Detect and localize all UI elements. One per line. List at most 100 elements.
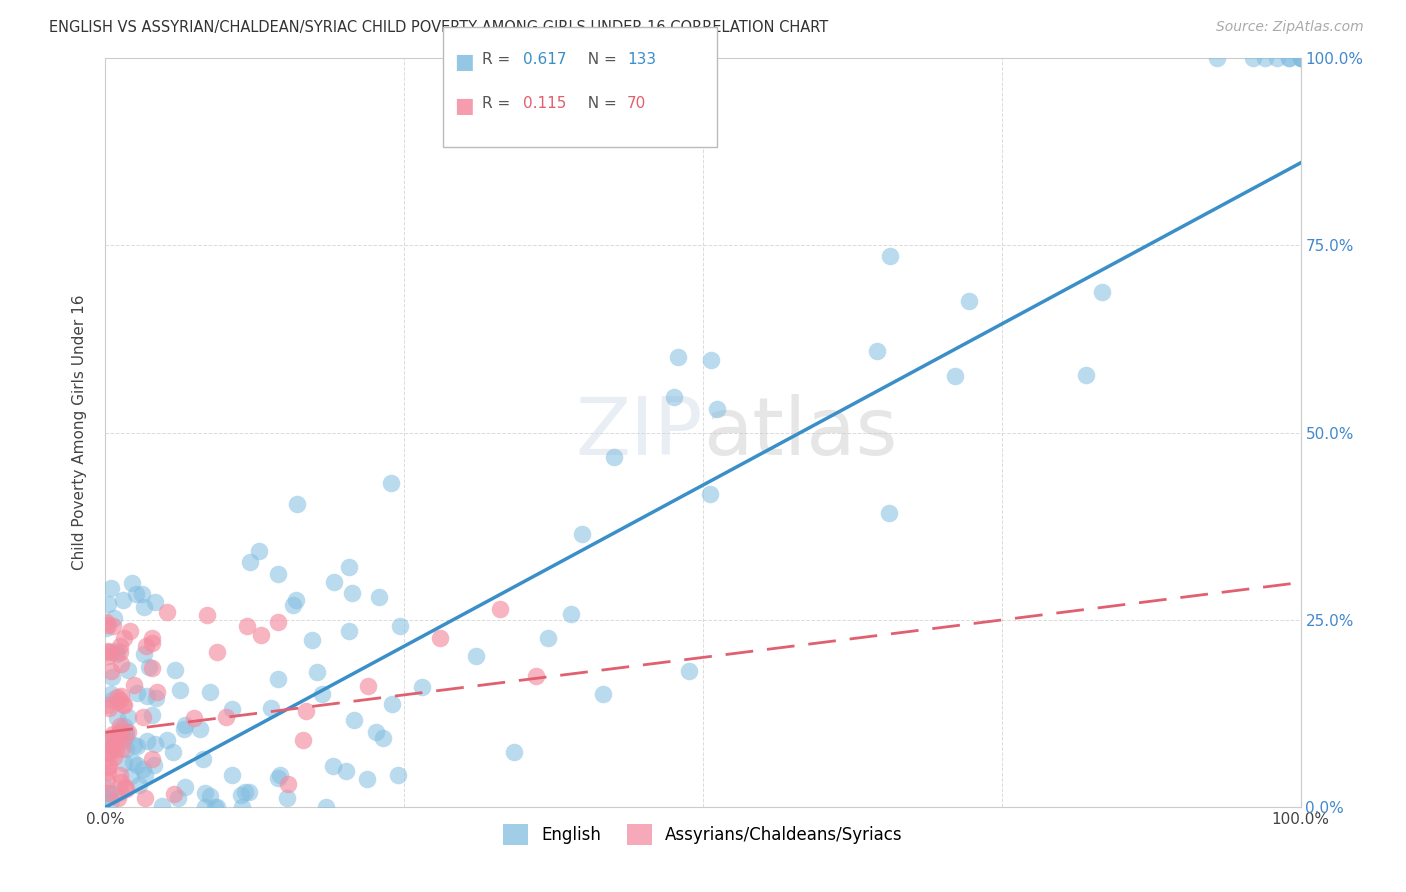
Text: ENGLISH VS ASSYRIAN/CHALDEAN/SYRIAC CHILD POVERTY AMONG GIRLS UNDER 16 CORRELATI: ENGLISH VS ASSYRIAN/CHALDEAN/SYRIAC CHIL… [49, 20, 828, 35]
English [108, 785, 131, 799]
Assyrians/Chaldeans/Syriacs [214, 710, 236, 724]
English [114, 725, 136, 739]
Assyrians/Chaldeans/Syriacs [105, 695, 128, 709]
English [103, 611, 125, 625]
Assyrians/Chaldeans/Syriacs [111, 742, 134, 756]
English [169, 683, 191, 698]
English [592, 687, 614, 701]
Assyrians/Chaldeans/Syriacs [97, 765, 120, 780]
English [112, 719, 135, 733]
English [190, 722, 212, 736]
English [112, 726, 135, 740]
English [112, 756, 135, 771]
English [127, 686, 149, 700]
English [285, 498, 308, 512]
English [121, 755, 143, 769]
English [503, 745, 526, 759]
English [96, 645, 118, 659]
English [367, 590, 389, 604]
English [323, 574, 346, 589]
Y-axis label: Child Poverty Among Girls Under 16: Child Poverty Among Girls Under 16 [72, 295, 87, 570]
Assyrians/Chaldeans/Syriacs [163, 787, 186, 801]
English [866, 344, 889, 359]
Text: ■: ■ [454, 52, 474, 71]
English [342, 586, 364, 600]
English [249, 543, 271, 558]
Assyrians/Chaldeans/Syriacs [195, 607, 218, 622]
English [105, 711, 128, 725]
Assyrians/Chaldeans/Syriacs [276, 776, 298, 790]
Assyrians/Chaldeans/Syriacs [489, 602, 512, 616]
English [301, 632, 323, 647]
English [315, 800, 337, 814]
Assyrians/Chaldeans/Syriacs [108, 767, 131, 781]
Assyrians/Chaldeans/Syriacs [108, 726, 131, 740]
English [134, 648, 156, 662]
English [142, 758, 165, 772]
Text: 0.617: 0.617 [523, 52, 567, 67]
English [662, 390, 685, 404]
Assyrians/Chaldeans/Syriacs [97, 643, 120, 657]
Assyrians/Chaldeans/Syriacs [98, 747, 121, 762]
English [101, 738, 124, 752]
Text: Source: ZipAtlas.com: Source: ZipAtlas.com [1216, 20, 1364, 34]
Assyrians/Chaldeans/Syriacs [118, 624, 141, 638]
English [283, 598, 305, 612]
Assyrians/Chaldeans/Syriacs [100, 664, 122, 678]
English [166, 791, 188, 805]
Assyrians/Chaldeans/Syriacs [108, 640, 131, 654]
Assyrians/Chaldeans/Syriacs [183, 711, 205, 725]
Assyrians/Chaldeans/Syriacs [105, 742, 128, 756]
Assyrians/Chaldeans/Syriacs [108, 693, 131, 707]
Assyrians/Chaldeans/Syriacs [117, 724, 139, 739]
English [132, 600, 155, 615]
English [143, 595, 166, 609]
English [387, 768, 409, 782]
English [1289, 51, 1312, 65]
Assyrians/Chaldeans/Syriacs [132, 710, 155, 724]
English [380, 476, 402, 491]
English [235, 784, 257, 798]
English [305, 665, 328, 679]
Text: ■: ■ [454, 96, 474, 116]
Assyrians/Chaldeans/Syriacs [207, 645, 229, 659]
English [100, 686, 122, 700]
English [198, 685, 221, 699]
Assyrians/Chaldeans/Syriacs [110, 657, 132, 672]
English [125, 587, 148, 601]
Assyrians/Chaldeans/Syriacs [101, 731, 124, 745]
Assyrians/Chaldeans/Syriacs [104, 730, 127, 744]
English [131, 587, 153, 601]
English [356, 772, 378, 787]
English [239, 555, 262, 569]
English [145, 691, 167, 706]
English [127, 739, 149, 753]
Assyrians/Chaldeans/Syriacs [135, 639, 157, 653]
Assyrians/Chaldeans/Syriacs [97, 701, 120, 715]
English [122, 738, 145, 752]
Assyrians/Chaldeans/Syriacs [112, 732, 135, 747]
Text: R =: R = [482, 52, 516, 67]
English [221, 768, 243, 782]
English [411, 680, 433, 694]
English [266, 672, 288, 686]
English [267, 772, 290, 786]
English [105, 643, 128, 657]
Text: atlas: atlas [703, 393, 897, 472]
Assyrians/Chaldeans/Syriacs [110, 774, 132, 789]
Assyrians/Chaldeans/Syriacs [96, 698, 118, 712]
Assyrians/Chaldeans/Syriacs [108, 645, 131, 659]
English [135, 733, 157, 747]
English [128, 778, 150, 792]
Assyrians/Chaldeans/Syriacs [103, 739, 125, 754]
English [603, 450, 626, 464]
English [260, 701, 283, 715]
Assyrians/Chaldeans/Syriacs [97, 746, 120, 760]
English [311, 687, 333, 701]
Text: 133: 133 [627, 52, 657, 67]
English [366, 725, 388, 739]
English [706, 401, 728, 416]
English [156, 733, 179, 747]
English [135, 690, 157, 704]
English [231, 800, 253, 814]
